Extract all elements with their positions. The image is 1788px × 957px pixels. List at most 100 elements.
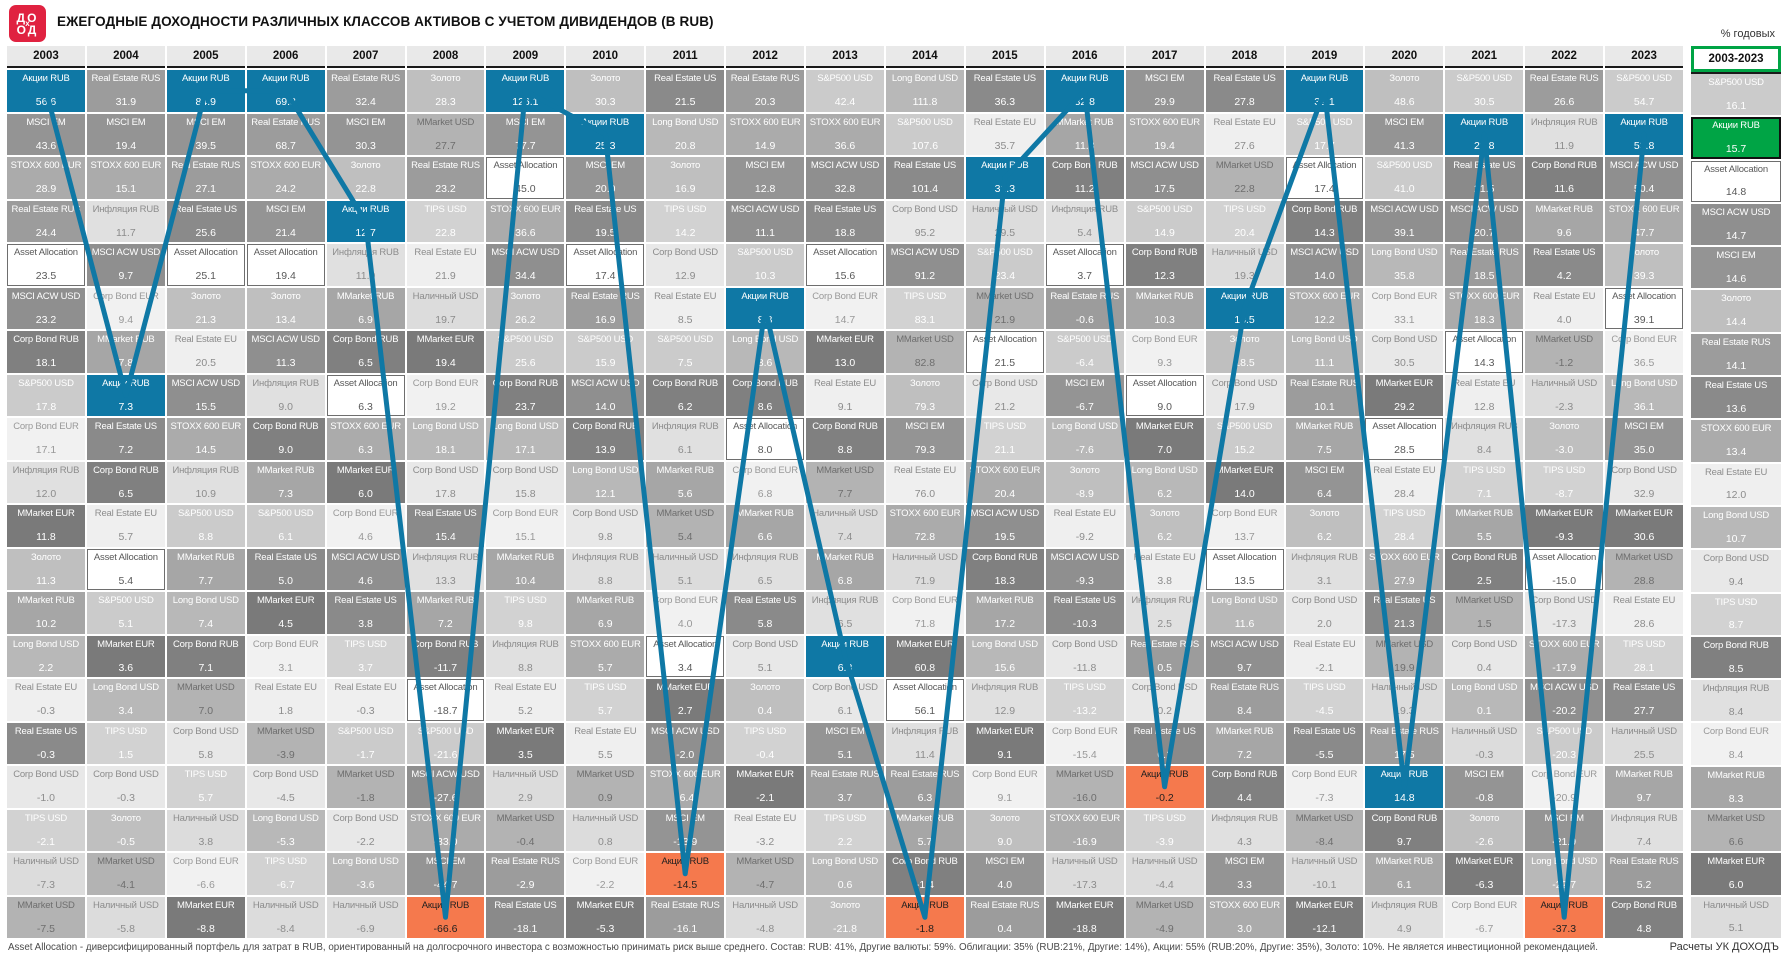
summary-gap bbox=[1685, 46, 1689, 938]
asset-value: 4.2 bbox=[1556, 270, 1572, 282]
asset-value: 6.3 bbox=[358, 400, 373, 413]
asset-value: 5.6 bbox=[677, 487, 693, 500]
asset-cell: STOXX 600 EUR 13.4 bbox=[1691, 420, 1782, 462]
asset-name: TIPS USD bbox=[1463, 464, 1506, 476]
asset-value: 26.6 bbox=[1553, 96, 1575, 108]
asset-name: Real Estate RUS bbox=[1449, 247, 1519, 258]
asset-cell: Asset Allocation 3.4 bbox=[646, 635, 725, 677]
asset-value: 5.1 bbox=[118, 618, 134, 630]
asset-name: MMarket EUR bbox=[576, 899, 635, 911]
asset-cell: Золото 16.9 bbox=[646, 157, 725, 199]
asset-name: Corp Bond EUR bbox=[1611, 334, 1677, 345]
asset-cell: Акции RUB -37.3 bbox=[1525, 896, 1604, 938]
asset-value: 14.5 bbox=[195, 444, 216, 456]
asset-name: MSCI ACW USD bbox=[970, 508, 1040, 519]
asset-cell: MMarket EUR -8.8 bbox=[166, 896, 245, 938]
asset-name: Corp Bond USD bbox=[1531, 595, 1597, 606]
asset-cell: Real Estate RUS 27.1 bbox=[166, 157, 245, 199]
asset-value: 11.1 bbox=[755, 226, 775, 239]
asset-name: Long Bond USD bbox=[1371, 247, 1438, 258]
asset-name: Real Estate EU bbox=[174, 334, 237, 345]
asset-name: Золото bbox=[1309, 508, 1340, 519]
asset-value: -44.7 bbox=[433, 879, 458, 891]
asset-name: Real Estate US bbox=[334, 595, 397, 606]
asset-cell: MSCI EM 77.7 bbox=[486, 113, 565, 155]
asset-value: -0.3 bbox=[356, 705, 375, 717]
asset-value: 19.5 bbox=[595, 226, 616, 239]
asset-cell: STOXX 600 EUR 3.0 bbox=[1205, 896, 1284, 938]
asset-value: 21.2 bbox=[994, 400, 1016, 413]
asset-name: MSCI ACW USD bbox=[331, 551, 400, 563]
asset-cell: MSCI EM 19.4 bbox=[86, 113, 165, 155]
asset-name: Инфляция RUB bbox=[12, 464, 80, 476]
asset-cell: TIPS USD -3.9 bbox=[1125, 809, 1204, 851]
asset-cell: Наличный USD -5.8 bbox=[86, 896, 165, 938]
asset-value: 8.3 bbox=[1728, 792, 1744, 805]
asset-cell: TIPS USD 20.4 bbox=[1205, 200, 1284, 242]
asset-name: MSCI ACW USD bbox=[1530, 682, 1599, 693]
asset-value: 0.2 bbox=[1157, 705, 1172, 717]
asset-value: 0.4 bbox=[757, 705, 773, 717]
asset-value: 6.9 bbox=[597, 618, 613, 630]
asset-value: 2.0 bbox=[1317, 618, 1332, 630]
asset-name: MSCI ACW USD bbox=[651, 725, 720, 737]
asset-name: STOXX 600 EUR bbox=[1700, 423, 1772, 435]
asset-cell: Corp Bond RUB 11.2 bbox=[1045, 157, 1124, 199]
asset-cell: Инфляция RUB 8.8 bbox=[486, 635, 565, 677]
asset-name: Asset Allocation bbox=[733, 421, 798, 432]
asset-name: Наличный USD bbox=[652, 551, 719, 563]
column-header-2014: 2014 bbox=[885, 46, 964, 68]
asset-name: Акции RUB bbox=[1300, 73, 1349, 84]
asset-value: 35.7 bbox=[994, 139, 1016, 152]
column-2022: 2022 Real Estate RUS 26.6 Инфляция RUB 11.9 C… bbox=[1525, 46, 1604, 938]
asset-name: Акции RUB bbox=[1712, 120, 1760, 132]
asset-cell: Инфляция RUB 11.9 bbox=[1525, 113, 1604, 155]
asset-value: 15.1 bbox=[115, 183, 137, 195]
asset-value: 30.5 bbox=[1474, 96, 1495, 108]
asset-name: MMarket EUR bbox=[1375, 377, 1434, 389]
asset-name: Акции RUB bbox=[1460, 116, 1509, 128]
asset-name: MSCI EM bbox=[26, 116, 66, 128]
column-header-2023: 2023 bbox=[1605, 46, 1684, 68]
asset-name: Акции RUB bbox=[1220, 290, 1269, 302]
asset-value: -16.9 bbox=[1072, 835, 1097, 848]
asset-name: MSCI ACW USD bbox=[810, 160, 880, 171]
asset-cell: MMarket EUR 6.0 bbox=[326, 461, 405, 503]
asset-cell: MSCI EM 3.3 bbox=[1205, 853, 1284, 895]
asset-name: Инфляция RUB bbox=[1530, 116, 1598, 128]
asset-value: -18.1 bbox=[513, 922, 538, 935]
asset-value: 14.8 bbox=[1725, 186, 1747, 199]
asset-value: 39.1 bbox=[1633, 313, 1655, 326]
asset-value: 20.4 bbox=[994, 487, 1016, 500]
asset-cell: MMarket EUR 13.0 bbox=[806, 331, 884, 373]
asset-name: Asset Allocation bbox=[333, 377, 398, 389]
asset-value: -16.0 bbox=[1072, 792, 1097, 804]
asset-name: MMarket EUR bbox=[1615, 508, 1673, 519]
asset-name: Real Estate EU bbox=[893, 464, 956, 476]
asset-name: TIPS USD bbox=[983, 421, 1026, 432]
asset-name: Real Estate RUS bbox=[810, 769, 880, 780]
asset-name: MMarket RUB bbox=[1455, 508, 1514, 519]
asset-value: 8.6 bbox=[757, 400, 773, 413]
asset-cell: MMarket USD 1.5 bbox=[1445, 592, 1524, 634]
asset-name: Real Estate EU bbox=[94, 508, 157, 519]
asset-cell: Real Estate US 3.8 bbox=[326, 592, 405, 634]
asset-name: Акции RUB bbox=[581, 116, 630, 128]
asset-cell: MSCI EM -0.8 bbox=[1445, 766, 1524, 808]
asset-value: -0.3 bbox=[1475, 748, 1494, 761]
asset-name: Corp Bond EUR bbox=[1451, 899, 1518, 911]
asset-cell: S&P500 USD -1.7 bbox=[326, 722, 405, 764]
asset-value: 12.0 bbox=[1725, 489, 1747, 502]
asset-cell: TIPS USD -2.1 bbox=[7, 809, 85, 851]
asset-cell: Золото 22.8 bbox=[326, 157, 405, 199]
asset-name: Золото bbox=[989, 812, 1020, 824]
asset-cell: MMarket EUR 4.5 bbox=[246, 592, 325, 634]
asset-name: Corp Bond USD bbox=[1211, 377, 1278, 389]
asset-value: 79.3 bbox=[914, 444, 936, 456]
asset-cell: MMarket USD -4.9 bbox=[1125, 896, 1204, 938]
asset-value: 10.3 bbox=[754, 270, 776, 282]
asset-value: 84.9 bbox=[195, 96, 216, 108]
asset-name: TIPS USD bbox=[584, 682, 627, 693]
asset-value: -6.7 bbox=[276, 879, 295, 891]
asset-value: -20.2 bbox=[1552, 705, 1577, 717]
